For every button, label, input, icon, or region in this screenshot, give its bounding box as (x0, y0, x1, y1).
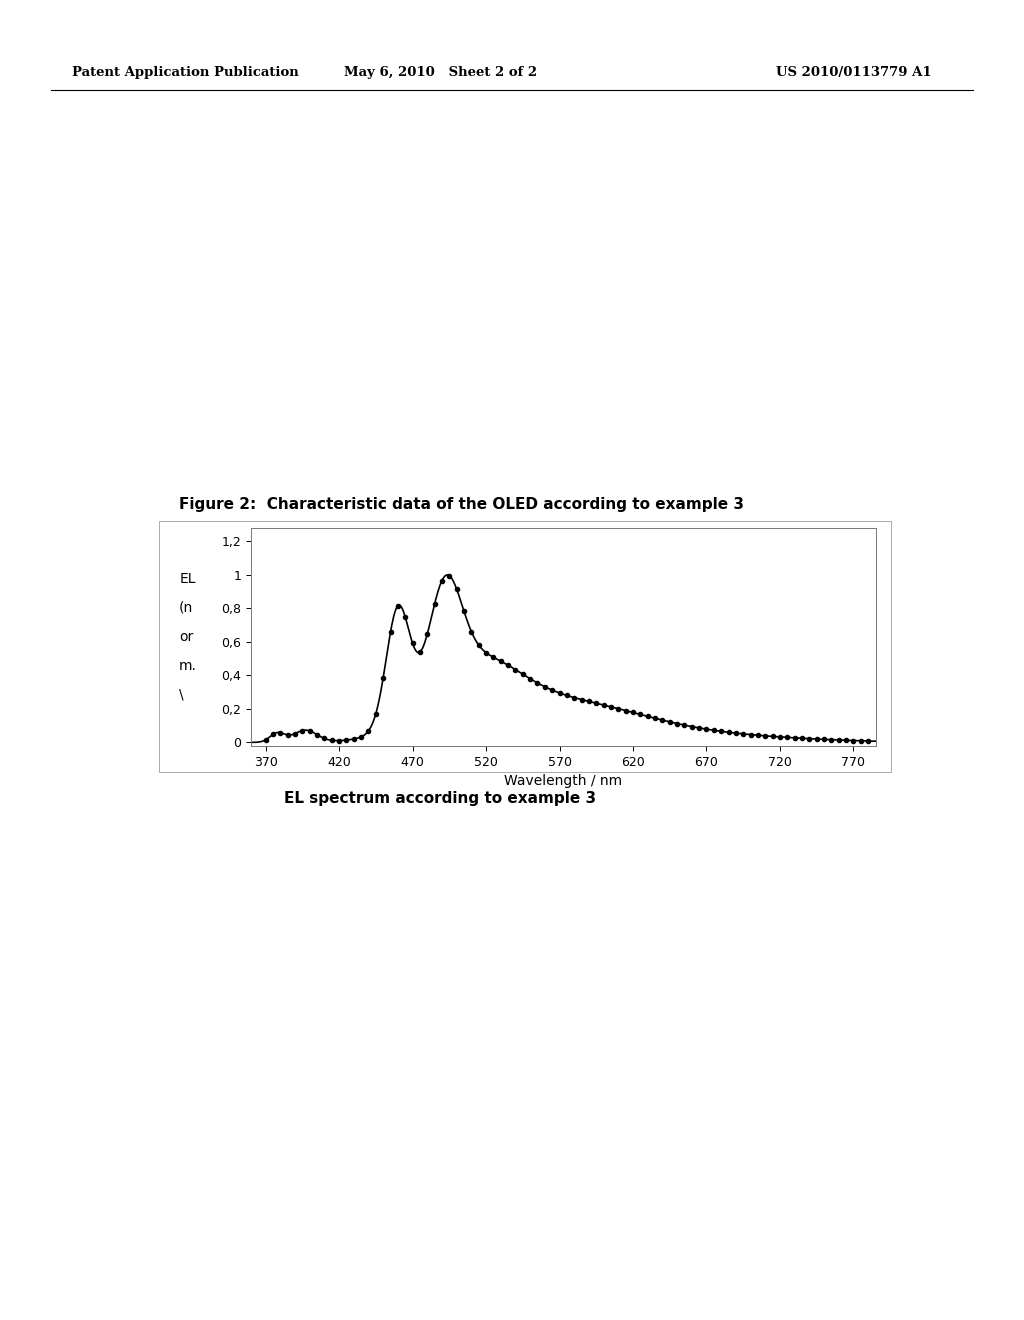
Text: or: or (179, 630, 194, 644)
X-axis label: Wavelength / nm: Wavelength / nm (504, 774, 623, 788)
Text: (n: (n (179, 601, 194, 615)
Text: May 6, 2010   Sheet 2 of 2: May 6, 2010 Sheet 2 of 2 (344, 66, 537, 79)
Text: EL spectrum according to example 3: EL spectrum according to example 3 (285, 791, 596, 807)
Text: EL: EL (179, 572, 196, 586)
Text: m.: m. (179, 659, 197, 673)
Text: \: \ (179, 688, 184, 702)
Text: US 2010/0113779 A1: US 2010/0113779 A1 (776, 66, 932, 79)
Text: Patent Application Publication: Patent Application Publication (72, 66, 298, 79)
Text: Figure 2:  Characteristic data of the OLED according to example 3: Figure 2: Characteristic data of the OLE… (179, 496, 744, 512)
